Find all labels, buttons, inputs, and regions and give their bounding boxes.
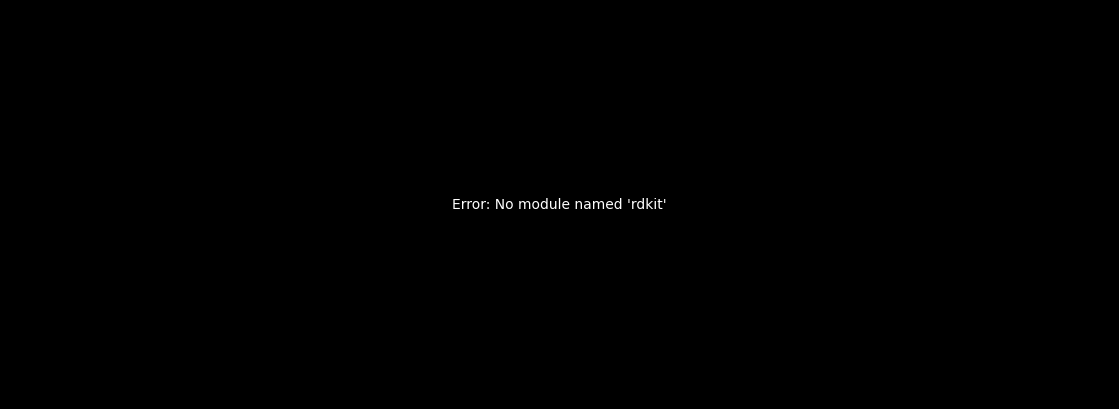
Text: Error: No module named 'rdkit': Error: No module named 'rdkit' <box>452 198 667 211</box>
